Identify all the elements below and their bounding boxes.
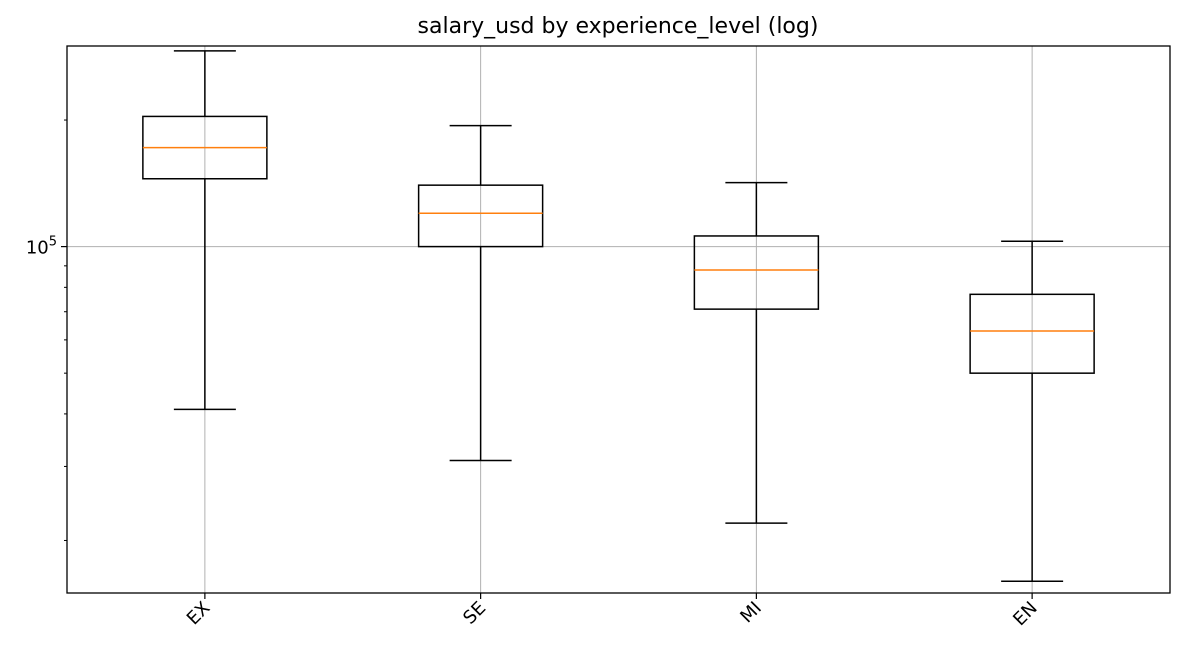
grid-layer <box>67 46 1170 593</box>
x-tick-label: EX <box>183 598 215 630</box>
box-se <box>417 124 544 462</box>
plot-frame <box>66 45 1171 594</box>
x-tick-label: EN <box>1009 598 1041 630</box>
y-tick-label: 105 <box>26 235 57 259</box>
x-tick-label: SE <box>459 598 490 629</box>
x-axis-ticks: EX SE MI EN <box>183 593 1042 630</box>
boxes-layer <box>142 50 1095 582</box>
chart-title: salary_usd by experience_level (log) <box>418 14 819 39</box>
box-ex <box>142 50 268 411</box>
iqr-box <box>417 184 544 248</box>
iqr-box <box>969 293 1095 374</box>
box-mi <box>693 181 820 524</box>
x-tick-label: MI <box>736 598 766 628</box>
box-en <box>969 240 1095 582</box>
y-axis-ticks: 105 <box>26 235 67 259</box>
iqr-box <box>693 235 820 310</box>
